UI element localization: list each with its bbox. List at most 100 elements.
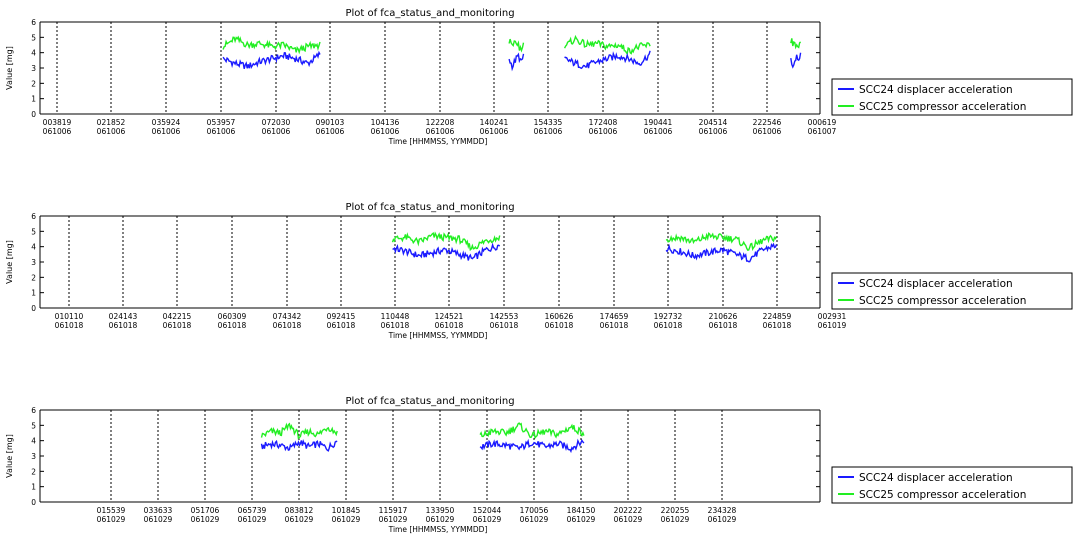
x-tick-date: 061006 (262, 127, 291, 136)
y-axis-label: Value [mg] (5, 46, 14, 90)
y-tick-label: 0 (31, 498, 36, 507)
chart-panel-2 (39, 215, 1073, 310)
x-tick-date: 061006 (589, 127, 618, 136)
x-tick-time: 210626 (709, 312, 738, 321)
x-tick-time: 133950 (426, 506, 455, 515)
x-tick-time: 065739 (238, 506, 267, 515)
series-displacer-line (392, 242, 501, 261)
x-tick-date: 061029 (191, 515, 220, 524)
y-tick-label: 3 (31, 64, 36, 73)
x-tick-date: 061007 (808, 127, 837, 136)
y-tick-label: 5 (31, 227, 36, 236)
x-tick-date: 061029 (426, 515, 455, 524)
y-axis-label: Value [mg] (5, 240, 14, 284)
x-tick-date: 061006 (753, 127, 782, 136)
legend-box (831, 78, 1073, 116)
x-tick-time: 033633 (144, 506, 173, 515)
y-tick-label: 2 (31, 79, 36, 88)
series-displacer-line (564, 50, 651, 70)
x-tick-date: 061018 (381, 321, 410, 330)
y-tick-label: 4 (31, 437, 36, 446)
series-compressor-line (260, 422, 338, 440)
x-axis-label: Time [HHMMSS, YYMMDD] (388, 525, 488, 534)
chart-title: Plot of fca_status_and_monitoring (345, 202, 514, 213)
series-displacer-line (665, 242, 778, 263)
x-tick-date: 061018 (763, 321, 792, 330)
series-displacer-line (790, 52, 802, 69)
x-tick-time: 142553 (490, 312, 519, 321)
x-tick-time: 101845 (332, 506, 361, 515)
x-tick-date: 061018 (327, 321, 356, 330)
x-axis-label: Time [HHMMSS, YYMMDD] (388, 331, 488, 340)
x-tick-date: 061029 (332, 515, 361, 524)
x-tick-time: 042215 (163, 312, 192, 321)
x-tick-date: 061029 (144, 515, 173, 524)
x-tick-date: 061006 (371, 127, 400, 136)
y-tick-label: 6 (31, 406, 36, 415)
x-tick-date: 061029 (708, 515, 737, 524)
x-tick-date: 061029 (520, 515, 549, 524)
x-tick-time: 124521 (435, 312, 464, 321)
x-tick-time: 010110 (55, 312, 84, 321)
legend-label-compressor: SCC25 compressor acceleration (859, 101, 1026, 113)
y-tick-label: 6 (31, 18, 36, 27)
x-tick-time: 202222 (614, 506, 643, 515)
y-tick-label: 6 (31, 212, 36, 221)
x-tick-date: 061029 (238, 515, 267, 524)
series-compressor-line (479, 422, 585, 440)
x-tick-time: 152044 (473, 506, 502, 515)
x-tick-time: 140241 (480, 118, 509, 127)
x-tick-time: 192732 (654, 312, 683, 321)
x-tick-time: 024143 (109, 312, 138, 321)
y-tick-label: 0 (31, 304, 36, 313)
series-displacer-line (479, 438, 585, 454)
chart-title: Plot of fca_status_and_monitoring (345, 396, 514, 407)
x-tick-time: 204514 (699, 118, 728, 127)
y-tick-label: 3 (31, 452, 36, 461)
series-compressor-line (508, 38, 525, 53)
y-tick-label: 1 (31, 95, 36, 104)
x-tick-time: 154335 (534, 118, 563, 127)
x-tick-time: 060309 (218, 312, 247, 321)
x-tick-time: 074342 (273, 312, 302, 321)
x-tick-time: 115917 (379, 506, 408, 515)
x-tick-date: 061018 (218, 321, 247, 330)
x-tick-date: 061006 (699, 127, 728, 136)
x-tick-date: 061018 (109, 321, 138, 330)
y-tick-label: 2 (31, 273, 36, 282)
chart-panel-1 (39, 21, 1073, 116)
x-tick-time: 110448 (381, 312, 410, 321)
x-tick-time: 172408 (589, 118, 618, 127)
x-tick-time: 184150 (567, 506, 596, 515)
x-tick-date: 061018 (435, 321, 464, 330)
x-tick-date: 061029 (614, 515, 643, 524)
x-tick-date: 061018 (600, 321, 629, 330)
y-tick-label: 0 (31, 110, 36, 119)
x-tick-time: 072030 (262, 118, 291, 127)
x-tick-date: 061029 (97, 515, 126, 524)
y-tick-label: 1 (31, 483, 36, 492)
x-tick-time: 174659 (600, 312, 629, 321)
x-tick-date: 061018 (545, 321, 574, 330)
chart-panel-3 (39, 409, 1073, 504)
x-tick-time: 222546 (753, 118, 782, 127)
series-displacer-line (222, 50, 321, 70)
x-tick-date: 061018 (709, 321, 738, 330)
x-tick-date: 061018 (654, 321, 683, 330)
x-tick-time: 000619 (808, 118, 837, 127)
x-tick-date: 061018 (273, 321, 302, 330)
x-tick-time: 003819 (43, 118, 72, 127)
legend-label-displacer: SCC24 displacer acceleration (859, 472, 1013, 484)
y-tick-label: 5 (31, 421, 36, 430)
x-tick-time: 104136 (371, 118, 400, 127)
legend-label-displacer: SCC24 displacer acceleration (859, 84, 1013, 96)
x-tick-date: 061029 (285, 515, 314, 524)
x-tick-date: 061006 (207, 127, 236, 136)
x-tick-date: 061029 (567, 515, 596, 524)
series-compressor-line (222, 35, 321, 55)
series-displacer-line (260, 438, 338, 452)
series-compressor-line (790, 38, 802, 50)
x-tick-date: 061006 (480, 127, 509, 136)
series-displacer-line (508, 52, 525, 72)
x-tick-time: 190441 (644, 118, 673, 127)
